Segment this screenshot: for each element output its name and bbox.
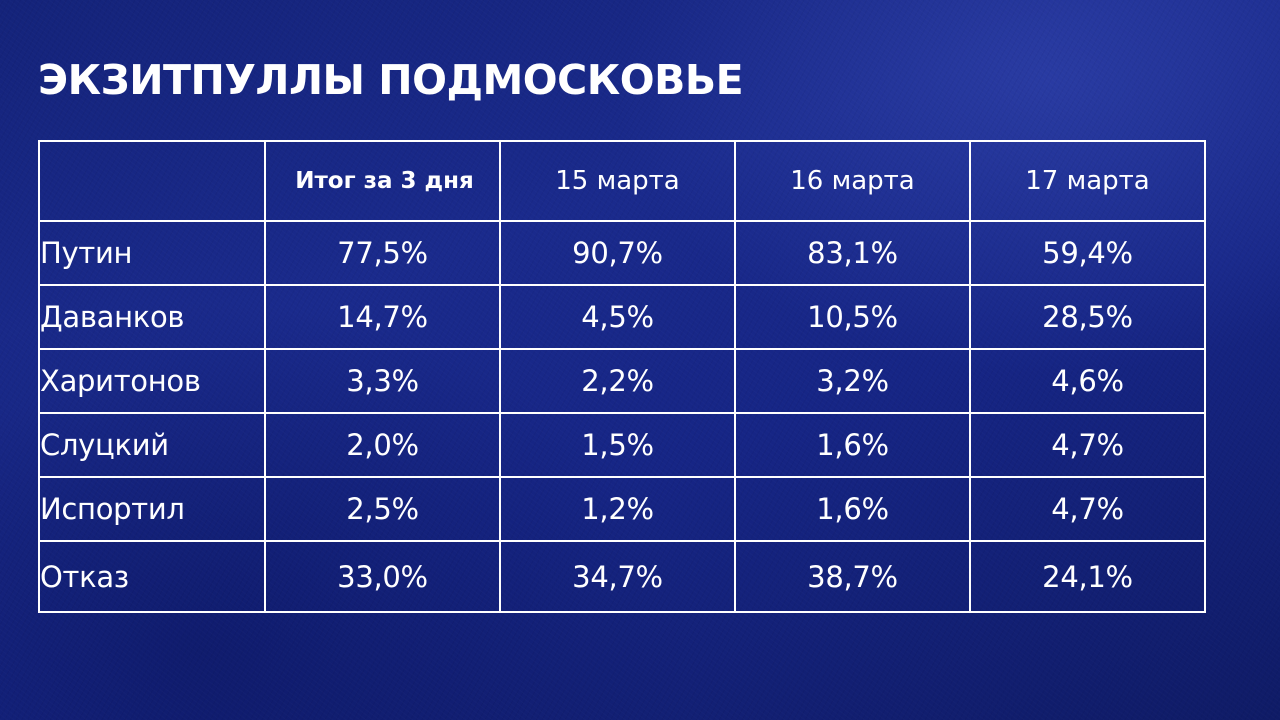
row-label: Харитонов — [38, 348, 266, 414]
table-row: Даванков 14,7% 4,5% 10,5% 28,5% — [38, 284, 1206, 350]
table-cell: 24,1% — [969, 540, 1206, 613]
table-cell: 4,7% — [969, 476, 1206, 542]
table-cell: 28,5% — [969, 284, 1206, 350]
row-label: Отказ — [38, 540, 266, 613]
table-cell: 83,1% — [734, 220, 971, 286]
row-label: Даванков — [38, 284, 266, 350]
table-cell: 34,7% — [499, 540, 736, 613]
row-label: Слуцкий — [38, 412, 266, 478]
results-table-container: Итог за 3 дня 15 марта 16 марта 17 марта… — [38, 140, 1206, 613]
table-cell: 4,7% — [969, 412, 1206, 478]
table-cell: 3,2% — [734, 348, 971, 414]
page-title: ЭКЗИТПУЛЛЫ ПОДМОСКОВЬЕ — [38, 56, 744, 104]
row-label: Путин — [38, 220, 266, 286]
table-cell: 1,5% — [499, 412, 736, 478]
table-cell: 14,7% — [264, 284, 501, 350]
table-cell: 10,5% — [734, 284, 971, 350]
table-row: Испортил 2,5% 1,2% 1,6% 4,7% — [38, 476, 1206, 542]
table-cell: 2,5% — [264, 476, 501, 542]
row-label: Испортил — [38, 476, 266, 542]
table-cell: 2,2% — [499, 348, 736, 414]
header-corner-cell — [38, 140, 266, 222]
table-cell: 90,7% — [499, 220, 736, 286]
table-cell: 1,6% — [734, 476, 971, 542]
table-row: Путин 77,5% 90,7% 83,1% 59,4% — [38, 220, 1206, 286]
table-header-row: Итог за 3 дня 15 марта 16 марта 17 марта — [38, 140, 1206, 222]
table-cell: 3,3% — [264, 348, 501, 414]
table-row: Харитонов 3,3% 2,2% 3,2% 4,6% — [38, 348, 1206, 414]
table-row: Слуцкий 2,0% 1,5% 1,6% 4,7% — [38, 412, 1206, 478]
header-total-3-days: Итог за 3 дня — [264, 140, 501, 222]
table-cell: 1,6% — [734, 412, 971, 478]
table-cell: 38,7% — [734, 540, 971, 613]
table-cell: 33,0% — [264, 540, 501, 613]
header-march-15: 15 марта — [499, 140, 736, 222]
table-cell: 77,5% — [264, 220, 501, 286]
header-march-17: 17 марта — [969, 140, 1206, 222]
table-row: Отказ 33,0% 34,7% 38,7% 24,1% — [38, 540, 1206, 613]
table-cell: 2,0% — [264, 412, 501, 478]
header-march-16: 16 марта — [734, 140, 971, 222]
table-cell: 4,6% — [969, 348, 1206, 414]
exit-poll-table: Итог за 3 дня 15 марта 16 марта 17 марта… — [38, 140, 1206, 613]
table-cell: 1,2% — [499, 476, 736, 542]
table-cell: 4,5% — [499, 284, 736, 350]
table-cell: 59,4% — [969, 220, 1206, 286]
